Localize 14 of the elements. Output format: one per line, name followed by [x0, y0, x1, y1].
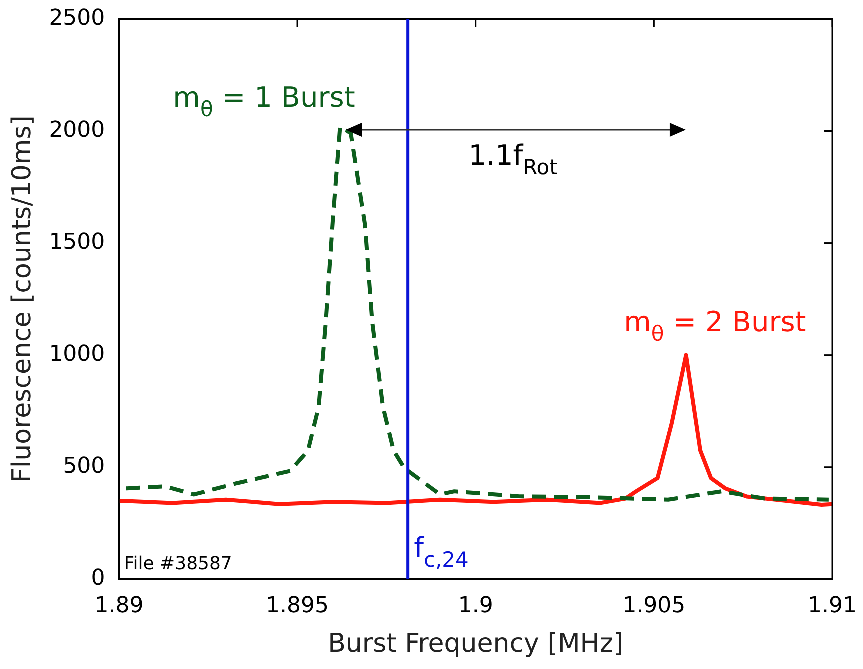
y-tick-label: 2000 — [49, 118, 106, 143]
annotation: File #38587 — [124, 553, 232, 574]
y-tick-label: 0 — [91, 566, 106, 592]
x-tick-label: 1.905 — [622, 593, 686, 618]
y-tick-label: 500 — [63, 454, 106, 480]
x-tick-label: 1.895 — [266, 593, 330, 618]
y-tick-label: 2500 — [49, 6, 106, 31]
x-tick-label: 1.9 — [458, 593, 494, 618]
x-tick-label: 1.89 — [94, 593, 144, 618]
y-tick-label: 1000 — [49, 342, 106, 368]
x-axis-title: Burst Frequency [MHz] — [328, 629, 624, 660]
x-tick-label: 1.91 — [808, 593, 857, 618]
y-axis-title: Fluorescence [counts/10ms] — [7, 116, 38, 484]
y-tick-label: 1500 — [49, 230, 106, 255]
